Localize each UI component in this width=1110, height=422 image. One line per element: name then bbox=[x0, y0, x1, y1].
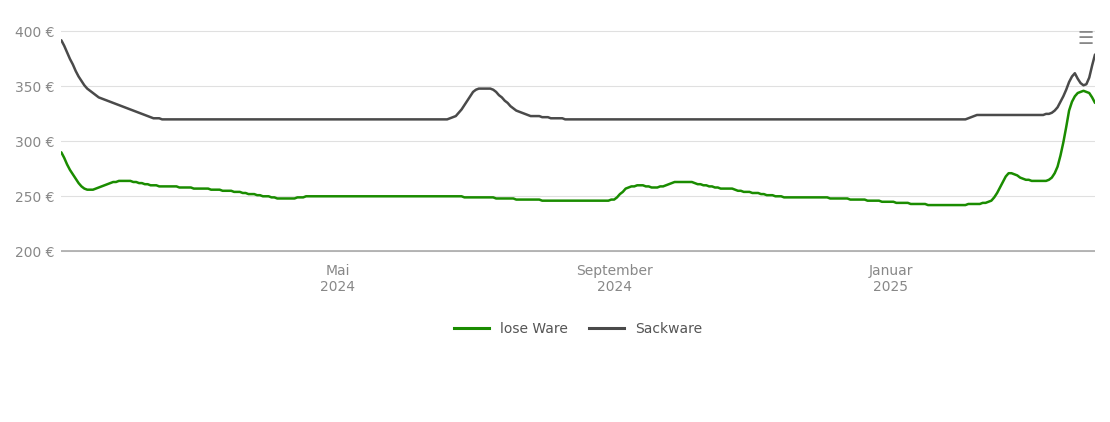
Text: ☰: ☰ bbox=[1077, 30, 1093, 48]
Legend: lose Ware, Sackware: lose Ware, Sackware bbox=[448, 316, 707, 342]
